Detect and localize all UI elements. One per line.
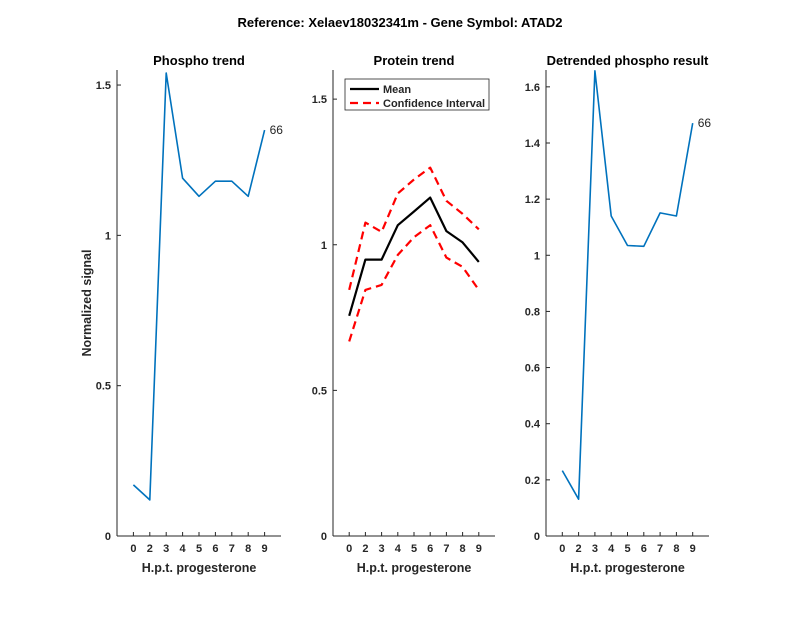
y-tick-label: 0.2 [525, 475, 540, 487]
x-axis-label: H.p.t. progesterone [570, 561, 685, 575]
series-line-confidence-interval [349, 168, 479, 290]
x-tick-label: 2 [362, 543, 368, 555]
y-tick-label: 1 [321, 240, 327, 252]
x-tick-label: 2 [576, 543, 582, 555]
series-line-phospho [133, 73, 264, 500]
x-tick-label: 8 [245, 543, 251, 555]
x-tick-label: 3 [592, 543, 598, 555]
x-axis-label: H.p.t. progesterone [142, 561, 257, 575]
x-tick-label: 0 [559, 543, 565, 555]
y-tick-label: 0.4 [525, 419, 541, 431]
x-tick-label: 5 [411, 543, 417, 555]
x-tick-label: 6 [427, 543, 433, 555]
x-tick-label: 8 [673, 543, 679, 555]
y-tick-label: 0 [321, 531, 327, 543]
y-tick-label: 1.2 [525, 194, 540, 206]
y-tick-label: 1.5 [312, 94, 327, 106]
y-tick-label: 1.5 [96, 80, 111, 92]
x-tick-label: 4 [180, 543, 187, 555]
panel-title: Phospho trend [153, 53, 245, 68]
x-tick-label: 6 [212, 543, 218, 555]
y-tick-label: 1 [534, 250, 540, 262]
x-tick-label: 0 [130, 543, 136, 555]
x-tick-label: 4 [608, 543, 615, 555]
x-tick-label: 9 [690, 543, 696, 555]
x-tick-label: 0 [346, 543, 352, 555]
y-tick-label: 0.6 [525, 363, 540, 375]
x-tick-label: 7 [657, 543, 663, 555]
x-tick-label: 9 [476, 543, 482, 555]
x-tick-label: 4 [395, 543, 402, 555]
y-tick-label: 0.5 [96, 381, 111, 393]
y-tick-label: 1 [105, 230, 111, 242]
y-axis-label: Normalized signal [80, 250, 94, 357]
panel-title: Detrended phospho result [547, 53, 709, 68]
legend-label: Mean [383, 84, 411, 96]
x-tick-label: 2 [147, 543, 153, 555]
x-tick-label: 9 [262, 543, 268, 555]
y-tick-label: 0.8 [525, 306, 540, 318]
y-tick-label: 1.6 [525, 82, 540, 94]
x-axis-label: H.p.t. progesterone [357, 561, 472, 575]
x-tick-label: 3 [163, 543, 169, 555]
end-label: 66 [270, 123, 284, 137]
legend-label: Confidence Interval [383, 98, 485, 110]
x-tick-label: 5 [624, 543, 630, 555]
y-tick-label: 0 [534, 531, 540, 543]
x-tick-label: 8 [460, 543, 466, 555]
series-line-confidence-interval-lower- [349, 225, 479, 341]
x-tick-label: 6 [641, 543, 647, 555]
x-tick-label: 3 [379, 543, 385, 555]
panel-title: Protein trend [374, 53, 455, 68]
series-line-detrended [562, 71, 692, 499]
y-tick-label: 0 [105, 531, 111, 543]
figure-title: Reference: Xelaev18032341m - Gene Symbol… [238, 15, 563, 30]
x-tick-label: 7 [443, 543, 449, 555]
y-tick-label: 1.4 [525, 138, 541, 150]
end-label: 66 [698, 116, 712, 130]
legend: Mean Confidence Interval [345, 79, 489, 110]
x-tick-label: 7 [229, 543, 235, 555]
y-tick-label: 0.5 [312, 385, 327, 397]
x-tick-label: 5 [196, 543, 202, 555]
series-line-mean [349, 198, 479, 316]
